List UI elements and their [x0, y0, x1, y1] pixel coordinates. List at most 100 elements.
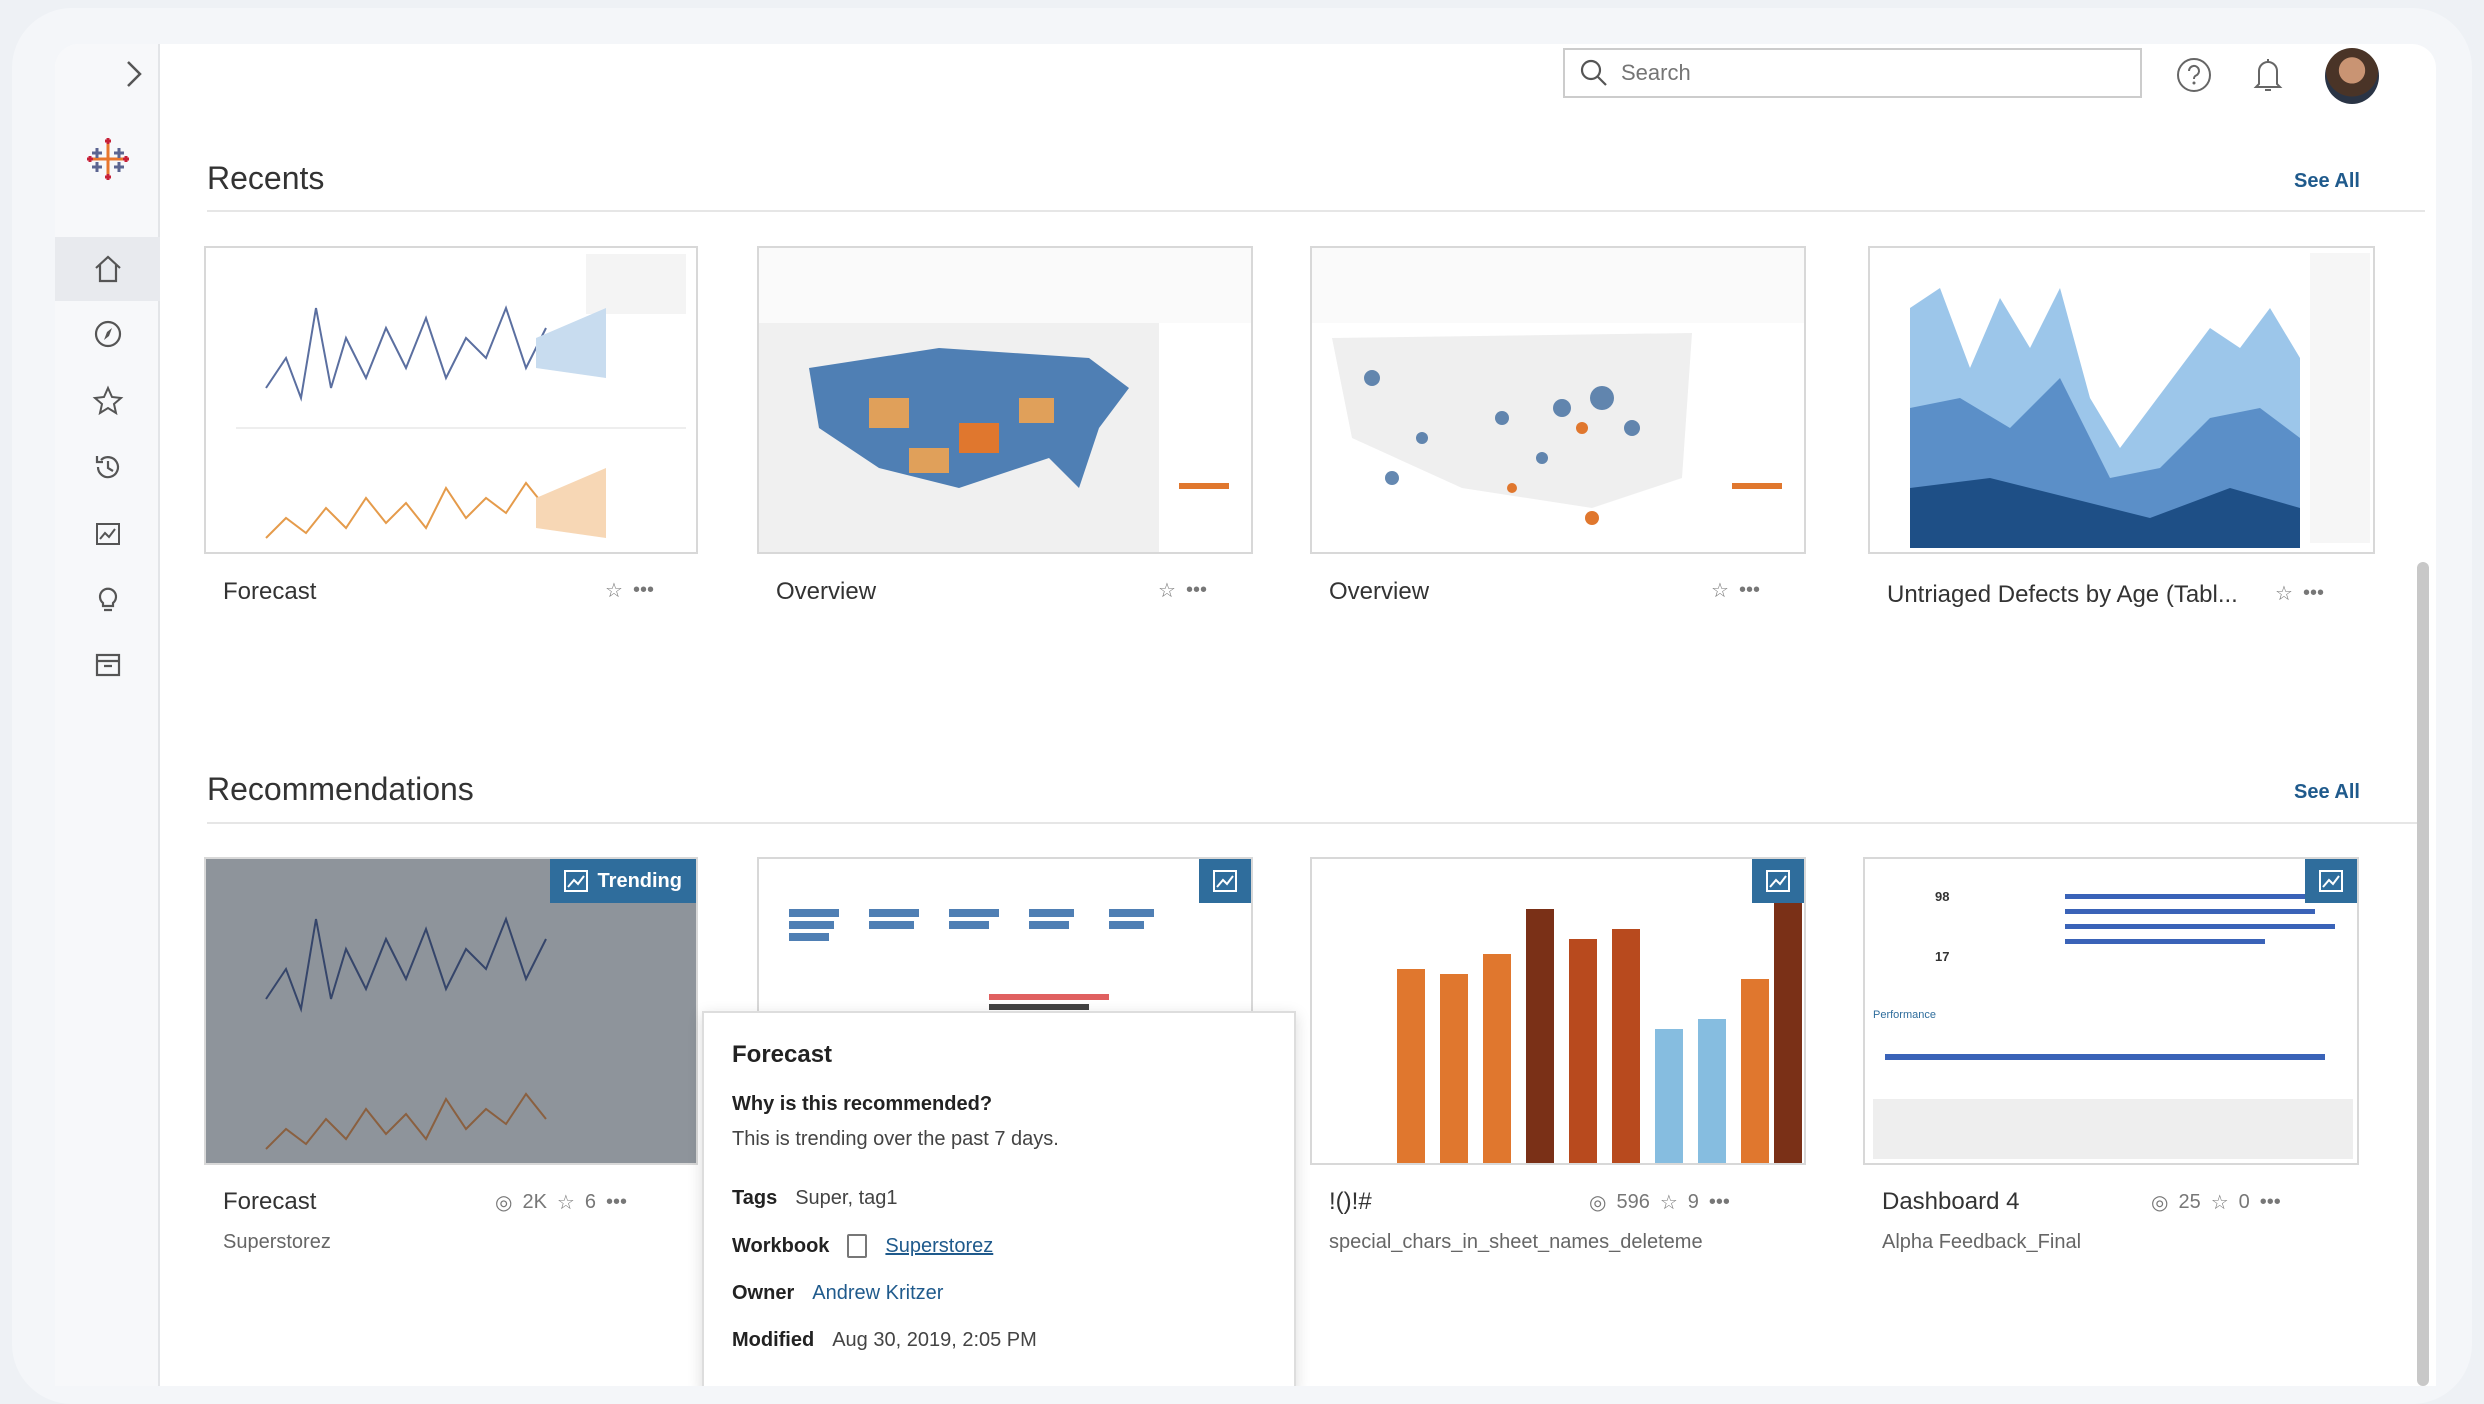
recommendation-detail-popover: Forecast Why is this recommended? This i… [702, 1011, 1296, 1386]
view-count: 2K [522, 1191, 547, 1213]
thumb-label: Performance [1873, 1009, 1936, 1021]
tags-value: Super, tag1 [795, 1187, 898, 1209]
recommendations-heading: Recommendations [207, 771, 474, 807]
popover-tags-row: Tags Super, tag1 [732, 1187, 1266, 1210]
help-button[interactable] [2175, 56, 2213, 99]
search-icon [1580, 59, 1607, 86]
favorite-count: 6 [584, 1191, 596, 1213]
sidebar-item-home[interactable] [55, 237, 160, 301]
more-options-icon[interactable]: ••• [1185, 579, 1207, 601]
vertical-scrollbar[interactable] [2417, 562, 2429, 1386]
recommendation-workbook[interactable]: Superstorez [223, 1231, 331, 1253]
favorite-count: 0 [2238, 1191, 2250, 1213]
modified-label: Modified [732, 1329, 815, 1351]
sidebar-item-explore[interactable] [55, 302, 160, 366]
recommendation-workbook[interactable]: Alpha Feedback_Final [1882, 1231, 2082, 1253]
favorite-star-icon[interactable]: ☆ [2210, 1192, 2229, 1214]
more-options-icon[interactable]: ••• [2259, 1191, 2281, 1213]
favorite-star-icon[interactable]: ☆ [1158, 580, 1176, 602]
favorite-star-icon[interactable]: ☆ [605, 580, 623, 602]
thumbnail-forecast[interactable] [204, 246, 698, 554]
recent-item-actions: ☆ ••• [605, 578, 654, 603]
thumbnail-untriaged-defects[interactable] [1868, 246, 2375, 554]
sidebar-item-recommendations[interactable] [55, 502, 160, 566]
popover-owner-row: Owner Andrew Kritzer [732, 1282, 1266, 1305]
recents-heading: Recents [207, 160, 325, 196]
lightbulb-icon [98, 587, 117, 612]
sidebar [55, 44, 160, 1386]
expand-sidebar-button[interactable] [123, 58, 145, 95]
trending-badge-icon-only [1199, 859, 1251, 903]
thumbnail-forecast-trending[interactable]: Trending [204, 857, 698, 1165]
recent-item-actions: ☆ ••• [2275, 581, 2324, 606]
modified-value: Aug 30, 2019, 2:05 PM [832, 1329, 1037, 1351]
more-options-icon[interactable]: ••• [605, 1191, 627, 1213]
recommendations-see-all-link[interactable]: See All [2294, 781, 2360, 803]
favorite-star-icon[interactable]: ☆ [1711, 580, 1729, 602]
view-count: 25 [2178, 1191, 2201, 1213]
recommendation-title[interactable]: Forecast [223, 1188, 317, 1215]
recommendation-stats: ◎ 2K ☆ 6 ••• [495, 1190, 627, 1215]
help-circle-icon [2177, 58, 2211, 92]
tags-label: Tags [732, 1187, 778, 1209]
popover-question: Why is this recommended? [732, 1093, 993, 1115]
notifications-button[interactable] [2249, 54, 2287, 101]
tableau-logo[interactable] [85, 136, 131, 187]
thumbnail-overview-map[interactable] [757, 246, 1253, 554]
app-window: Recents See All Forecast Overview Overvi… [55, 44, 2436, 1386]
sidebar-item-ask-data[interactable] [55, 567, 160, 631]
recommendation-title[interactable]: Dashboard 4 [1882, 1188, 2020, 1215]
favorite-star-icon[interactable]: ☆ [556, 1192, 575, 1214]
trend-icon [1213, 870, 1237, 892]
sidebar-item-recents[interactable] [55, 435, 160, 499]
recommendation-title[interactable]: !()!# [1329, 1188, 1372, 1215]
views-icon: ◎ [2151, 1192, 2169, 1214]
home-icon [94, 255, 121, 283]
logo-icon [87, 138, 129, 180]
star-icon [92, 385, 123, 416]
favorite-star-icon[interactable]: ☆ [1659, 1192, 1678, 1214]
thumbnail-dashboard-4[interactable]: 98 17 Performance [1863, 857, 2359, 1165]
workbook-link[interactable]: Superstorez [885, 1234, 994, 1257]
compass-icon [94, 320, 121, 348]
recent-item-actions: ☆ ••• [1711, 578, 1760, 603]
favorite-star-icon[interactable]: ☆ [2275, 583, 2293, 605]
thumbnail-overview-bubble-map[interactable] [1310, 246, 1806, 554]
more-options-icon[interactable]: ••• [2302, 582, 2324, 604]
recent-item-title[interactable]: Untriaged Defects by Age (Tabl... [1887, 581, 2238, 608]
search-input[interactable] [1621, 60, 2101, 86]
sidebar-item-collections[interactable] [55, 633, 160, 697]
chart-icon [95, 523, 120, 545]
favorite-count: 9 [1687, 1191, 1699, 1213]
recent-item-title[interactable]: Forecast [223, 578, 317, 605]
chevron-right-icon [127, 61, 142, 87]
more-options-icon[interactable]: ••• [1738, 579, 1760, 601]
workbook-label: Workbook [732, 1234, 830, 1257]
recommendation-stats: ◎ 596 ☆ 9 ••• [1589, 1190, 1730, 1215]
views-icon: ◎ [495, 1192, 513, 1214]
trend-icon [2319, 870, 2343, 892]
badge-label: Trending [597, 869, 682, 892]
more-options-icon[interactable]: ••• [1708, 1191, 1730, 1213]
trend-icon [1766, 870, 1790, 892]
recents-see-all-link[interactable]: See All [2294, 170, 2360, 192]
more-options-icon[interactable]: ••• [632, 579, 654, 601]
thumbnail-bar-chart[interactable] [1310, 857, 1806, 1165]
popover-modified-row: Modified Aug 30, 2019, 2:05 PM [732, 1329, 1266, 1352]
owner-label: Owner [732, 1282, 795, 1304]
views-icon: ◎ [1589, 1192, 1607, 1214]
thumb-value: 17 [1935, 949, 1950, 964]
recents-divider [207, 210, 2425, 212]
avatar[interactable] [2325, 48, 2379, 104]
popover-reason: This is trending over the past 7 days. [732, 1128, 1059, 1150]
trending-badge: Trending [549, 859, 696, 903]
trending-badge-icon-only [1752, 859, 1804, 903]
recent-item-title[interactable]: Overview [776, 578, 877, 605]
owner-link[interactable]: Andrew Kritzer [812, 1282, 944, 1304]
sidebar-item-favorites[interactable] [55, 369, 160, 433]
recent-item-title[interactable]: Overview [1329, 578, 1430, 605]
recommendation-workbook[interactable]: special_chars_in_sheet_names_deleteme [1329, 1231, 1703, 1253]
history-icon [95, 456, 119, 479]
workbook-icon [847, 1234, 868, 1258]
search-box[interactable] [1563, 48, 2142, 98]
